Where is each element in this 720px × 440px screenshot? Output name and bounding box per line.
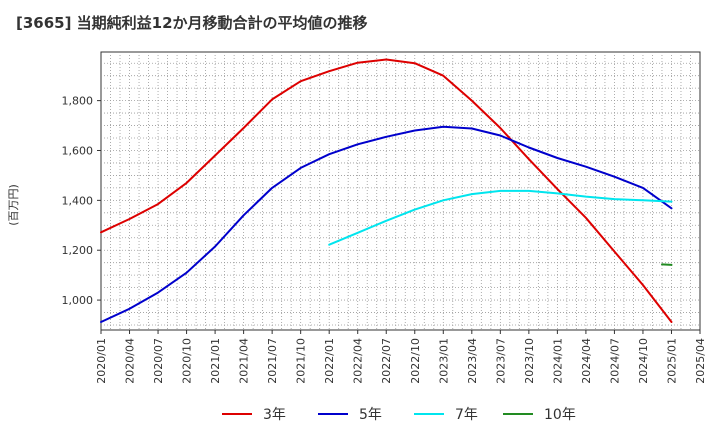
x-tick-label: 2023/10 [523,338,536,384]
x-tick-label: 2020/01 [95,338,108,384]
y-tick-label: 1,000 [62,294,94,307]
x-tick-label: 2022/07 [380,338,393,384]
x-tick-label: 2022/01 [323,338,336,384]
x-axis-ticks: 2020/01 2020/04 2020/07 2020/10 2021/01 2021/… [95,330,707,384]
x-tick-label: 2020/07 [152,338,165,384]
plot-frame [100,51,701,331]
series-line [100,58,673,323]
x-tick-label: 2025/01 [665,338,678,384]
legend-label: 10年 [544,407,576,423]
x-tick-label: 2022/10 [409,338,422,384]
x-tick-label: 2021/01 [209,338,222,384]
x-tick-label: 2025/04 [694,338,707,384]
y-tick-label: 1,600 [62,144,94,157]
series-line [328,189,673,246]
y-tick-label: 1,800 [62,95,94,108]
x-tick-label: 2023/01 [437,338,450,384]
x-tick-label: 2021/10 [295,338,308,384]
legend-label: 7年 [455,407,478,423]
x-tick-label: 2024/01 [551,338,564,384]
x-tick-label: 2024/04 [580,338,593,384]
x-tick-label: 2024/07 [608,338,621,384]
series-line [100,125,673,323]
y-axis-ticks: 1,000 1,200 1,400 1,600 1,800 [62,95,101,307]
x-tick-label: 2022/04 [352,338,365,384]
chart-title: [3665] 当期純利益12か月移動合計の平均値の推移 [16,14,368,32]
x-tick-label: 2020/04 [124,338,137,384]
y-tick-label: 1,400 [62,194,94,207]
x-tick-label: 2020/10 [181,338,194,384]
grid [100,51,701,331]
y-axis-label: (百万円) [7,184,20,226]
x-tick-label: 2023/07 [494,338,507,384]
legend: 3年 5年 7年 10年 [222,407,576,423]
series-lines [100,58,673,323]
x-tick-label: 2024/10 [637,338,650,384]
legend-label: 5年 [359,407,382,423]
y-tick-label: 1,200 [62,244,94,257]
x-tick-label: 2021/04 [238,338,251,384]
x-tick-label: 2021/07 [266,338,279,384]
x-tick-label: 2023/04 [466,338,479,384]
series-line [661,263,673,266]
legend-label: 3年 [263,407,286,423]
